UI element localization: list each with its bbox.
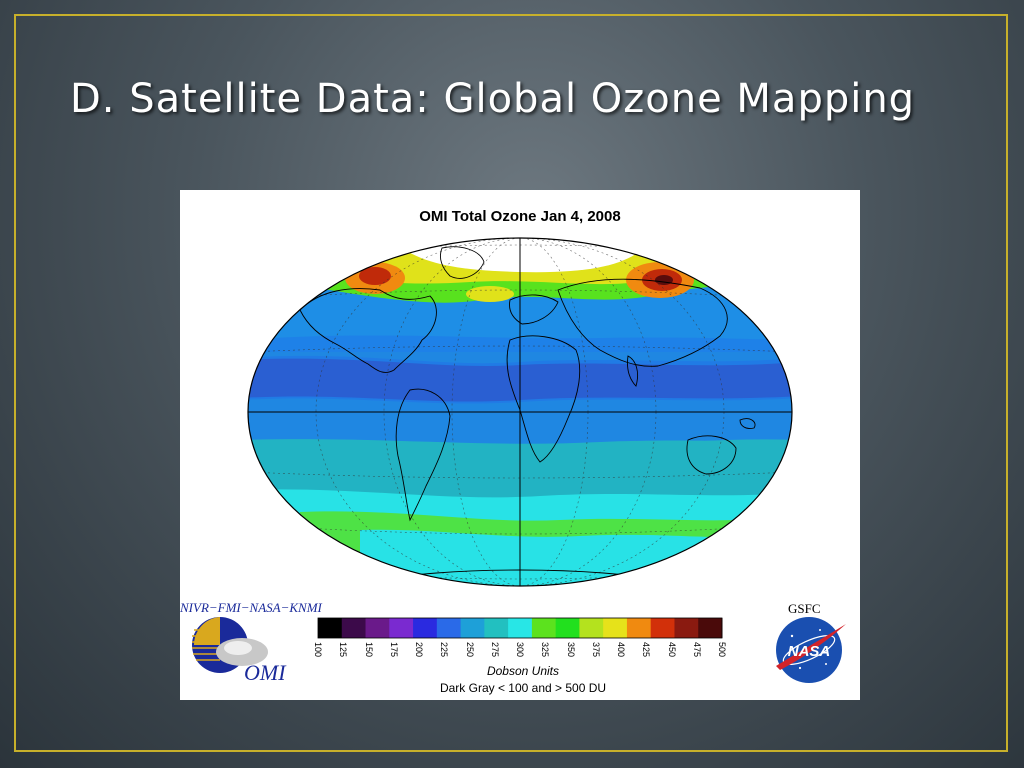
colorbar-swatch bbox=[603, 618, 628, 638]
colorbar-tick-label: 475 bbox=[691, 642, 702, 658]
colorbar-swatch bbox=[698, 618, 723, 638]
colorbar-swatch bbox=[413, 618, 438, 638]
colorbar-swatch bbox=[508, 618, 533, 638]
colorbar-tick-label: 350 bbox=[565, 642, 576, 658]
colorbar-swatch bbox=[318, 618, 343, 638]
gsfc-label: GSFC bbox=[788, 601, 821, 616]
colorbar-swatch bbox=[365, 618, 390, 638]
colorbar-swatch bbox=[531, 618, 557, 638]
colorbar-swatch bbox=[389, 618, 414, 638]
colorbar-swatch bbox=[460, 618, 485, 638]
colorbar-tick-label: 250 bbox=[464, 642, 475, 658]
colorbar-tick-label: 325 bbox=[540, 642, 551, 658]
colorbar-swatch bbox=[555, 618, 580, 638]
colorbar-swatch bbox=[650, 618, 675, 638]
colorbar-swatch bbox=[674, 618, 699, 638]
omi-logo-text: OMI bbox=[244, 660, 286, 685]
colorbar-tick-label: 175 bbox=[388, 642, 399, 658]
ozone-map-graphic: NASA bbox=[192, 237, 846, 683]
colorbar-tick-label: 500 bbox=[717, 642, 727, 658]
colorbar-tick-label: 375 bbox=[590, 642, 601, 658]
colorbar-tick-label: 225 bbox=[439, 642, 450, 658]
colorbar-tick-label: 425 bbox=[641, 642, 652, 658]
colorbar-swatch bbox=[579, 618, 604, 638]
colorbar-tick-label: 300 bbox=[515, 642, 525, 658]
map-title: OMI Total Ozone Jan 4, 2008 bbox=[419, 208, 621, 225]
colorbar-tick-label: 125 bbox=[338, 642, 349, 658]
colorbar-tick-label: 450 bbox=[666, 642, 677, 658]
ozone-map-figure: NASA OMI Total Ozone Jan 4, 2008 NIVR−FM… bbox=[180, 190, 860, 700]
nasa-logo-text: NASA bbox=[788, 643, 831, 660]
colorbar-swatch bbox=[436, 618, 462, 638]
colorbar-tick-label: 150 bbox=[363, 642, 374, 658]
colorbar bbox=[317, 617, 723, 639]
colorbar-tick-label: 400 bbox=[616, 642, 626, 658]
colorbar-swatch bbox=[341, 618, 367, 638]
nasa-logo-icon: NASA bbox=[776, 617, 846, 683]
colorbar-tick-label: 100 bbox=[313, 642, 323, 658]
slide-frame bbox=[14, 14, 1008, 752]
colorbar-tick-label: 275 bbox=[489, 642, 500, 658]
colorbar-units-label: Dobson Units bbox=[486, 664, 560, 678]
colorbar-swatch bbox=[626, 618, 652, 638]
org-label: NIVR−FMI−NASA−KNMI bbox=[180, 600, 322, 615]
slide-title: D. Satellite Data: Global Ozone Mapping bbox=[70, 76, 916, 122]
omi-logo-icon bbox=[192, 617, 268, 673]
colorbar-range-note: Dark Gray < 100 and > 500 DU bbox=[439, 681, 607, 695]
colorbar-tick-label: 200 bbox=[414, 642, 424, 658]
colorbar-swatch bbox=[484, 618, 509, 638]
